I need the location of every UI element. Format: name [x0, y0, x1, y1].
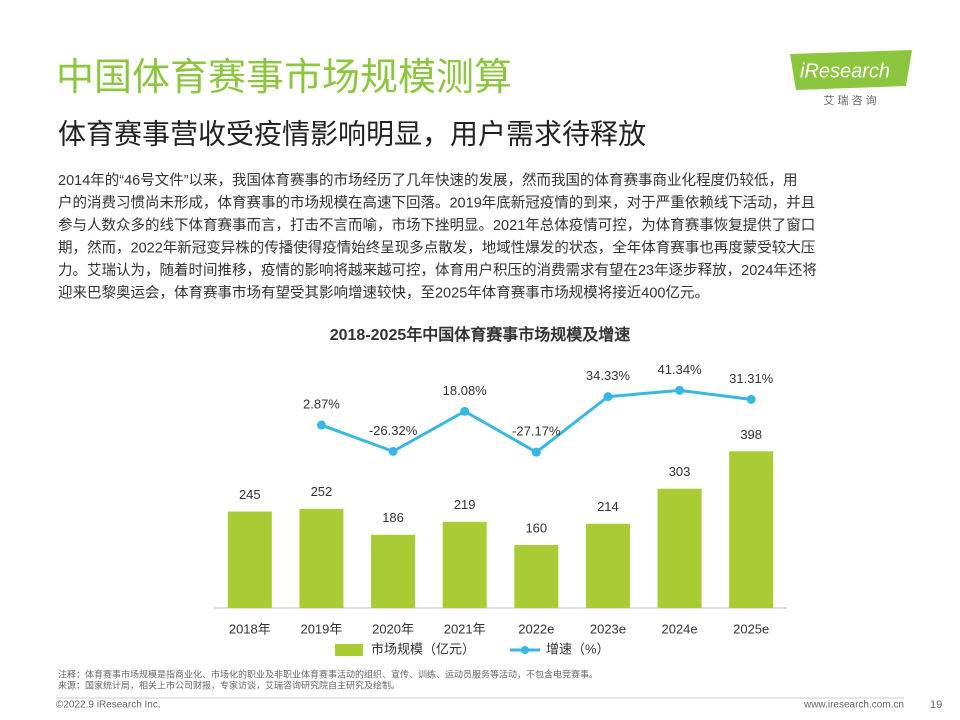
bar	[442, 521, 487, 608]
bar	[514, 545, 559, 608]
paragraph-line: 户的消费习惯尚未形成，体育赛事的市场规模在高速下回落。2019年底新冠疫情的到来…	[58, 194, 815, 211]
line-marker	[675, 385, 685, 395]
line-marker	[316, 420, 326, 430]
line-label: 18.08%	[443, 383, 488, 398]
x-tick-label: 2024e	[661, 621, 697, 636]
bar	[299, 508, 344, 608]
bar-label: 398	[740, 427, 762, 442]
bar	[371, 534, 416, 608]
line-marker	[460, 406, 470, 416]
bar	[729, 451, 774, 608]
line-label: -26.32%	[369, 423, 418, 438]
bar-label: 214	[597, 499, 619, 514]
line-label: 41.34%	[658, 362, 703, 377]
logo-subtext: 艾 瑞 咨 询	[823, 93, 876, 107]
paragraph-line: 期，然而，2022年新冠变异株的传播使得疫情始终呈现多点散发，地域性爆发的状态，…	[58, 238, 815, 256]
logo-text: iResearch	[800, 60, 890, 82]
logo-shape	[790, 50, 912, 90]
line-label: 31.31%	[729, 371, 774, 386]
paragraph-line: 2014年的“46号文件”以来，我国体育赛事的市场经历了几年快速的发展，然而我国…	[58, 171, 798, 189]
line-label: 2.87%	[303, 396, 340, 411]
bar-label: 303	[669, 464, 691, 479]
note: 来源：国家统计局，相关上市公司财报，专家访谈，艾瑞咨询研究院自主研究及绘制。	[58, 679, 400, 690]
bar	[227, 511, 272, 608]
paragraph-line: 迎来巴黎奥运会，体育赛事市场有望受其影响增速较快，至2025年体育赛事市场规模将…	[58, 283, 709, 301]
bar-label: 252	[311, 484, 333, 499]
line-marker	[746, 394, 756, 404]
line-marker	[388, 446, 398, 456]
x-tick-label: 2025e	[733, 621, 769, 636]
legend-swatch	[521, 646, 529, 654]
bar-label: 160	[525, 520, 547, 535]
bar	[657, 488, 702, 608]
note: 注释：体育赛事市场规模是指商业化、市场化的职业及非职业体育赛事活动的组织、宣传、…	[58, 668, 598, 679]
chart-title: 2018-2025年中国体育赛事市场规模及增速	[330, 325, 631, 344]
line-label: 34.33%	[586, 368, 631, 383]
x-tick-label: 2020年	[372, 621, 414, 636]
bar	[585, 523, 630, 608]
copyright: ©2022.9 iResearch Inc.	[56, 700, 161, 711]
line-label: -27.17%	[512, 424, 561, 439]
x-tick-label: 2019年	[300, 621, 342, 636]
page-subtitle: 体育赛事营收受疫情影响明显，用户需求待释放	[58, 118, 646, 149]
x-tick-label: 2021年	[444, 621, 486, 636]
page-title: 中国体育赛事市场规模测算	[56, 57, 512, 99]
page-number: 19	[930, 699, 942, 711]
x-tick-label: 2018年	[229, 621, 271, 636]
line-marker	[603, 392, 613, 402]
legend-swatch	[335, 644, 363, 656]
bar-label: 219	[454, 497, 476, 512]
footer-url: www.iresearch.com.cn	[803, 700, 904, 711]
bar-label: 186	[382, 510, 404, 525]
line-marker	[531, 447, 541, 457]
x-tick-label: 2023e	[590, 621, 626, 636]
paragraph-line: 力。艾瑞认为，随着时间推移，疫情的影响将越来越可控，体育用户积压的消费需求有望在…	[58, 262, 817, 279]
bar-label: 245	[239, 487, 261, 502]
legend-label: 市场规模（亿元）	[371, 641, 475, 656]
legend-label: 增速（%）	[546, 641, 610, 656]
line	[320, 388, 752, 454]
paragraph-line: 参与人数众多的线下体育赛事而言，打击不言而喻，市场下挫明显。2021年总体疫情可…	[58, 216, 815, 234]
x-tick-label: 2022e	[518, 621, 554, 636]
